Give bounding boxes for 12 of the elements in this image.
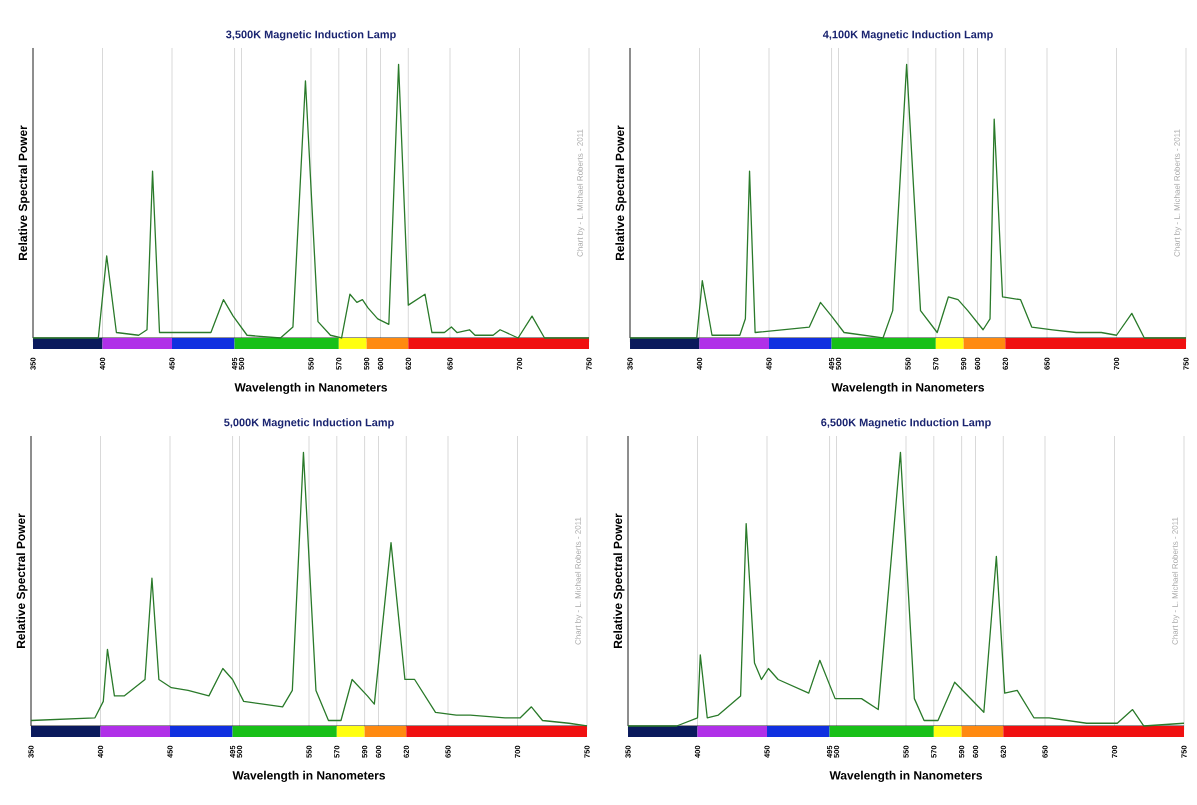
y-axis-title: Relative Spectral Power [16,513,28,648]
y-axis-title: Relative Spectral Power [615,125,627,260]
x-axis-title: Wavelength in Nanometers [232,770,386,782]
y-axis-title: Relative Spectral Power [18,125,30,260]
y-axis-title: Relative Spectral Power [613,513,625,648]
chart-title: 4,100K Magnetic Induction Lamp [822,30,993,41]
chart-title: 3,500K Magnetic Induction Lamp [226,30,396,41]
x-axis-title: Wavelength in Nanometers [831,382,985,394]
x-axis-title: Wavelength in Nanometers [829,770,983,782]
chart-title: 6,500K Magnetic Induction Lamp [821,418,991,429]
chart-title: 5,000K Magnetic Induction Lamp [224,418,394,429]
x-axis-title: Wavelength in Nanometers [234,382,388,394]
